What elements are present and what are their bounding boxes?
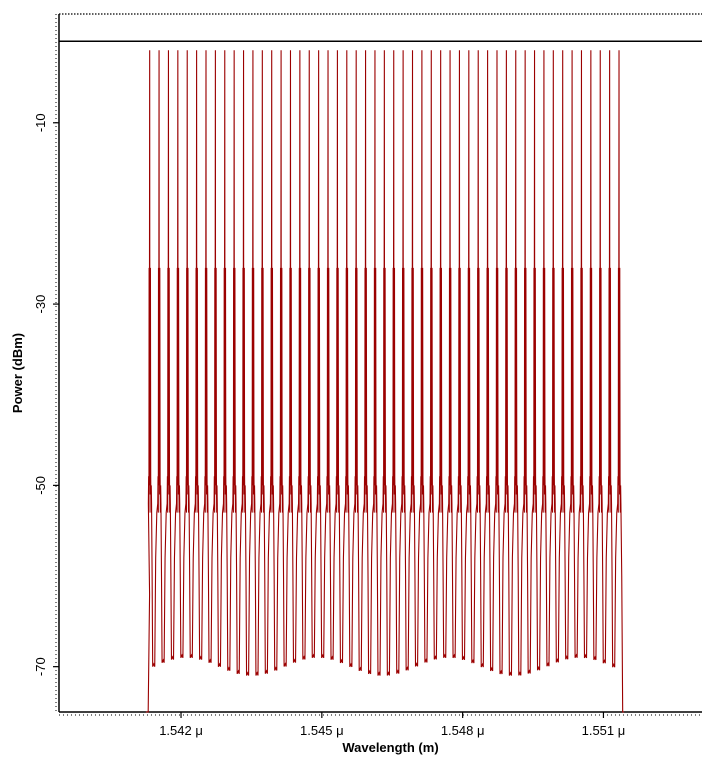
series-line-spectrum — [145, 50, 625, 713]
x-tick-label: 1.545 μ — [300, 723, 344, 738]
y-tick-label: -70 — [33, 657, 48, 676]
y-tick-label: -50 — [33, 476, 48, 495]
series-layer — [145, 50, 625, 713]
y-tick-label: -30 — [33, 295, 48, 314]
x-axis-ticks: 1.542 μ 1.545 μ 1.548 μ 1.551 μ — [159, 712, 625, 738]
y-axis-title: Power (dBm) — [10, 333, 25, 413]
x-tick-label: 1.542 μ — [159, 723, 203, 738]
plot-frame — [55, 13, 702, 716]
y-axis-ticks: -10 -30 -50 -70 — [33, 113, 59, 676]
y-tick-label: -10 — [33, 113, 48, 132]
x-axis-title: Wavelength (m) — [342, 740, 438, 755]
x-tick-label: 1.551 μ — [582, 723, 626, 738]
x-tick-label: 1.548 μ — [441, 723, 485, 738]
